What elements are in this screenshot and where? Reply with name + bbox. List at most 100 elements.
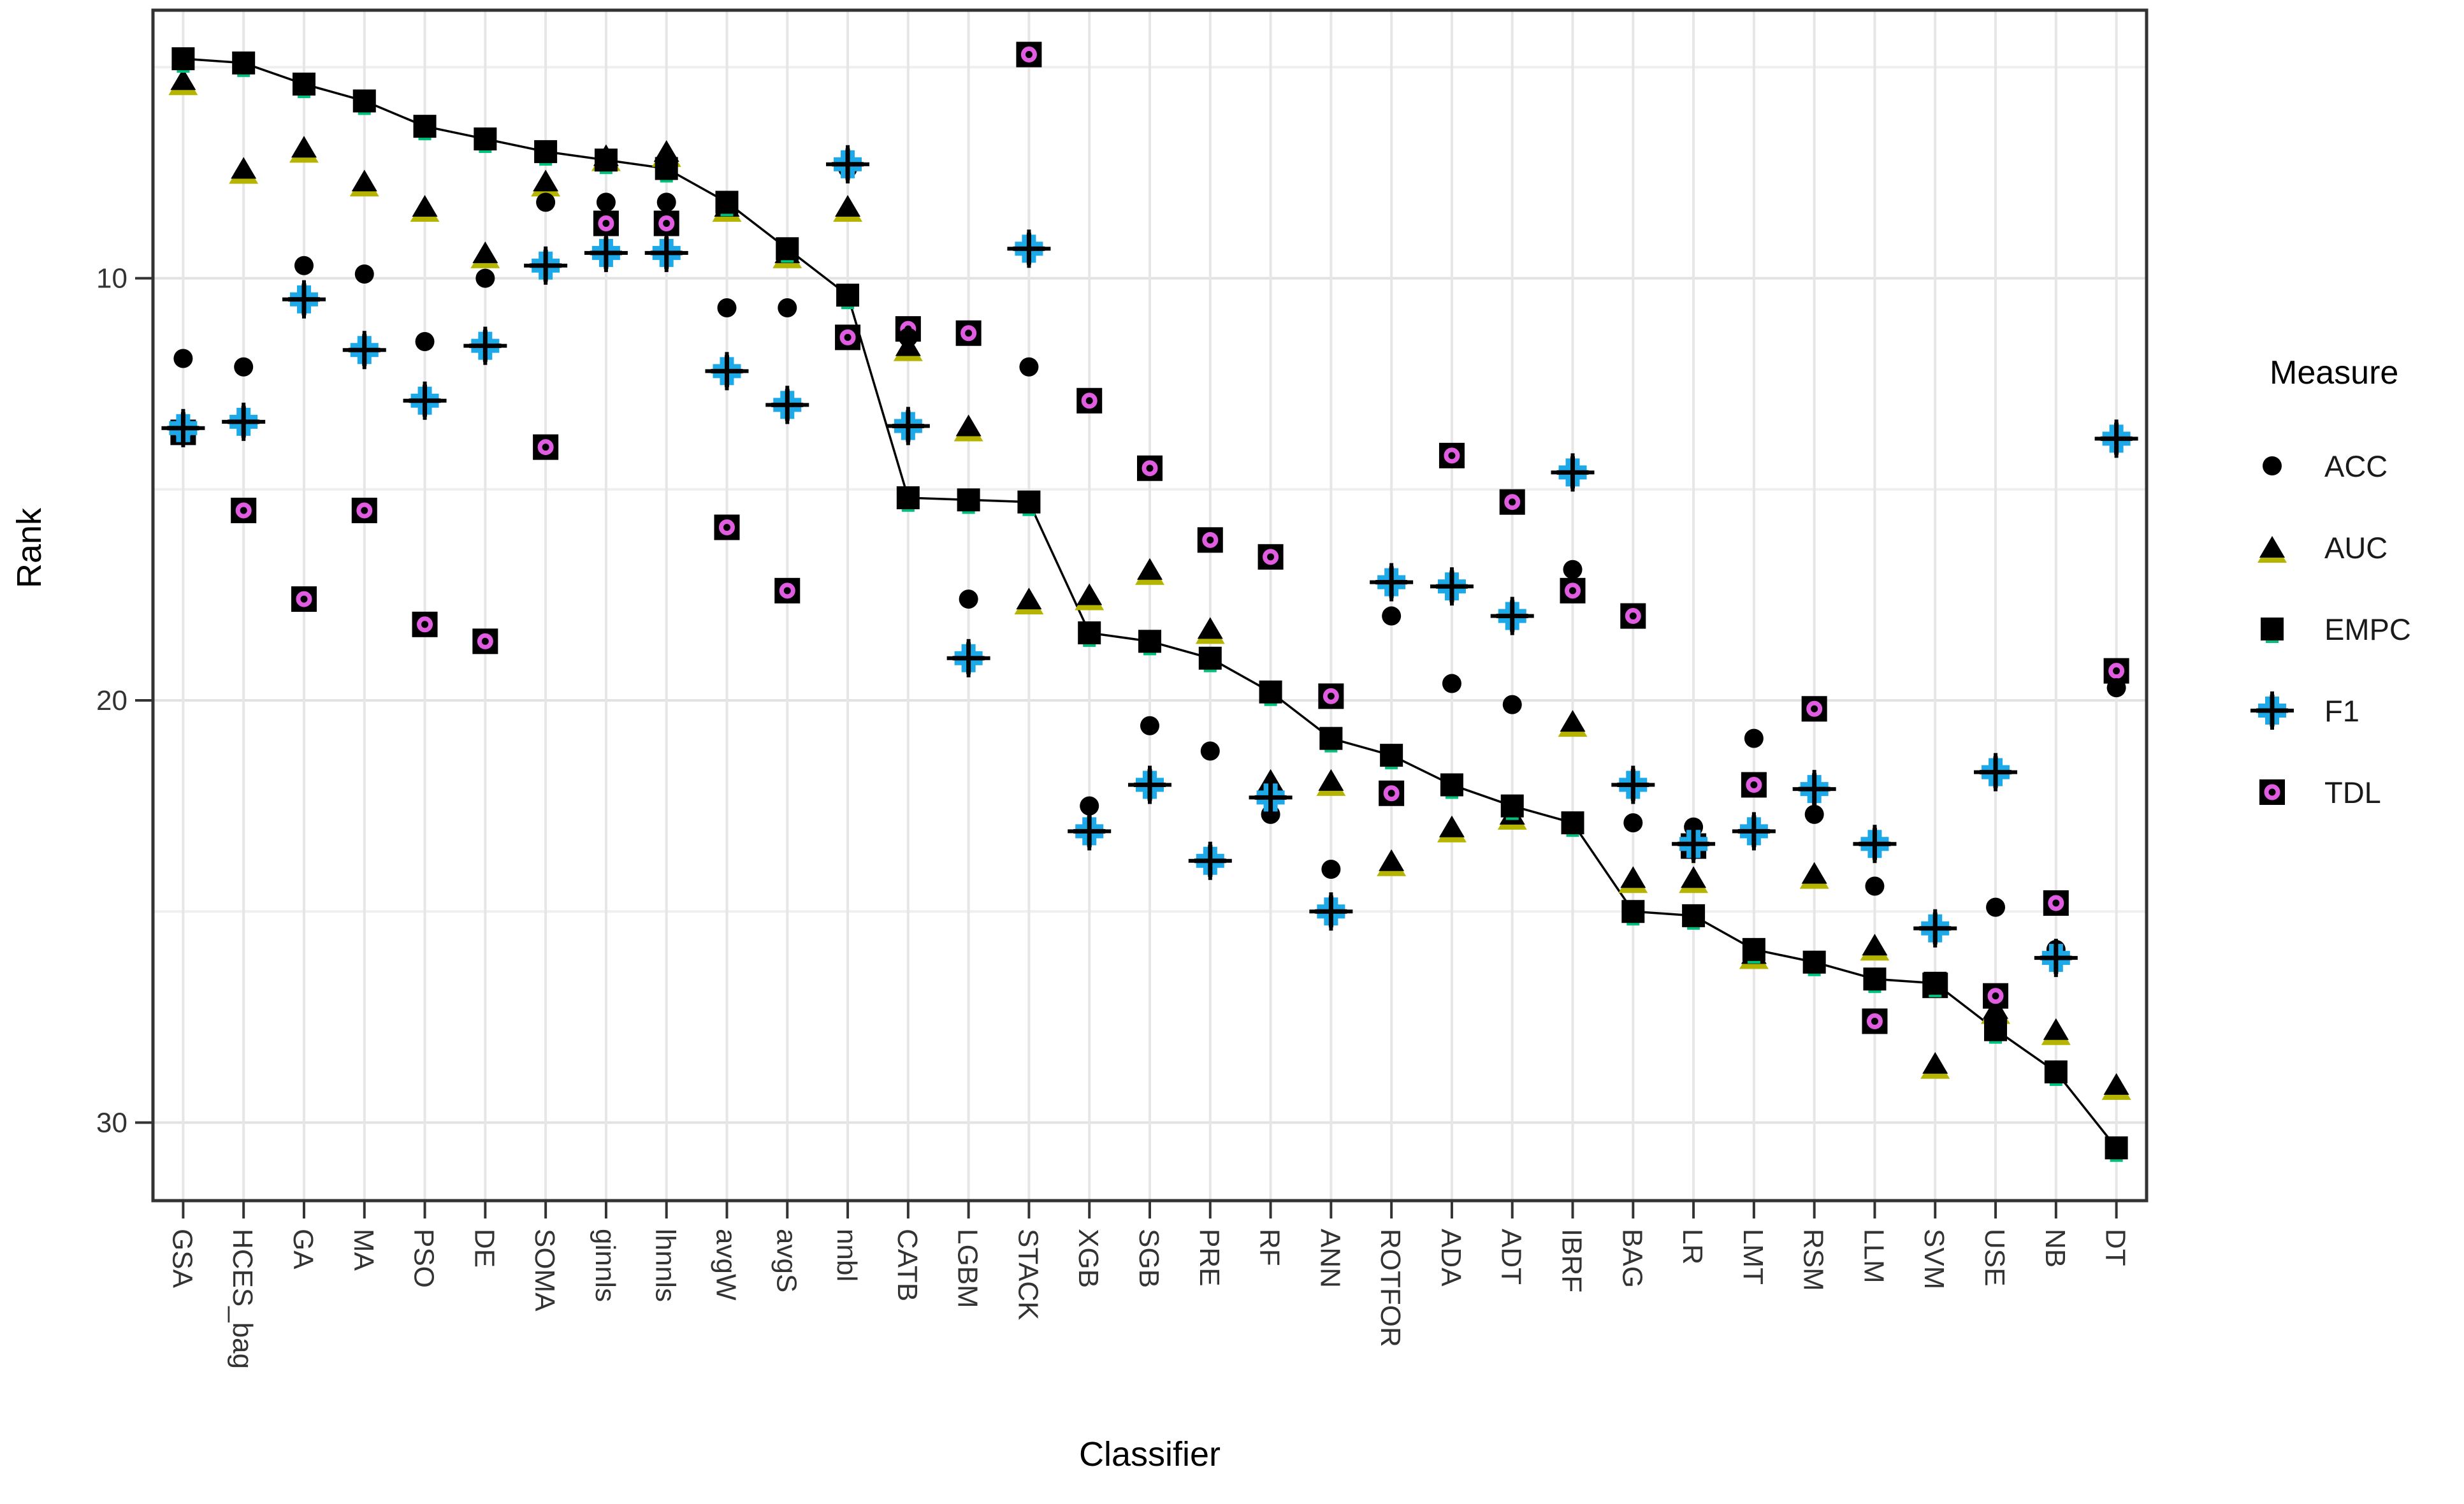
data-point-EMPC-XGB: [1078, 621, 1101, 647]
data-point-ACC-SGB: [1140, 716, 1159, 735]
empc-marker-icon: [2261, 618, 2284, 643]
data-point-F1-LMT: [1732, 812, 1776, 851]
data-point-EMPC-CATB: [896, 486, 920, 512]
data-point-F1-SVM: [1913, 909, 1957, 948]
data-point-EMPC-DE: [474, 127, 497, 154]
data-point-TDL-avgW: [714, 514, 740, 540]
data-point-AUC-DT: [2101, 1073, 2131, 1100]
y-axis-title: Rank: [10, 507, 48, 588]
legend-item-EMPC: EMPC: [2234, 588, 2463, 670]
data-point-F1-GA: [282, 280, 326, 319]
data-point-TDL-NB: [2043, 890, 2069, 916]
data-point-F1-IBRF: [1551, 453, 1595, 492]
data-point-EMPC-MA: [352, 89, 376, 115]
data-point-F1-NB: [2034, 939, 2078, 978]
x-tick-label: GA: [287, 1229, 319, 1269]
x-tick-label: lhnnls: [650, 1229, 681, 1302]
data-point-TDL-LGBM: [955, 320, 982, 346]
data-point-TDL-nnbl: [835, 324, 861, 351]
data-point-TDL-ADA: [1439, 442, 1465, 468]
data-point-ACC-XGB: [1080, 796, 1099, 816]
legend-title: Measure: [2270, 354, 2399, 391]
data-point-AUC-ADA: [1437, 815, 1467, 842]
data-point-TDL-SGB: [1137, 455, 1163, 481]
data-point-EMPC-LLM: [1863, 967, 1887, 994]
data-point-EMPC-LGBM: [957, 488, 980, 514]
y-tick-label: 30: [96, 1107, 127, 1138]
data-point-ACC-LMT: [1744, 728, 1764, 748]
data-point-F1-LLM: [1853, 825, 1897, 864]
x-tick-label: DT: [2100, 1229, 2131, 1266]
data-point-TDL-SOMA: [533, 434, 559, 460]
data-point-ACC-HCES_bag: [234, 357, 254, 377]
data-point-ACC-avgW: [717, 298, 737, 317]
legend-label-AUC: AUC: [2324, 530, 2388, 565]
data-point-TDL-PRE: [1197, 527, 1223, 553]
data-point-F1-RF: [1249, 778, 1293, 817]
data-point-EMPC-ginnls: [594, 148, 618, 175]
x-tick-label: XGB: [1073, 1229, 1104, 1288]
data-point-F1-PRE: [1188, 841, 1232, 880]
data-point-TDL-USE: [1983, 983, 2009, 1009]
data-point-F1-MA: [342, 331, 386, 370]
legend-item-ACC: ACC: [2234, 425, 2463, 507]
data-point-F1-ADT: [1490, 597, 1534, 635]
data-point-F1-avgS: [765, 386, 809, 424]
panel-border: [151, 8, 2149, 1203]
data-point-EMPC-ADA: [1440, 773, 1463, 799]
data-point-ACC-CATB: [898, 328, 918, 347]
x-tick-label: GSA: [166, 1229, 198, 1289]
data-point-F1-RSM: [1792, 770, 1836, 809]
data-point-EMPC-LR: [1682, 904, 1706, 930]
data-point-AUC-LLM: [1860, 934, 1890, 961]
legend-items: ACC AUC EMPC F1 TDL: [2234, 425, 2463, 833]
data-point-F1-DE: [463, 326, 507, 365]
data-point-AUC-RSM: [1799, 862, 1829, 889]
x-tick-label: LLM: [1858, 1229, 1889, 1283]
x-tick-label: ADA: [1435, 1229, 1467, 1287]
data-point-EMPC-RSM: [1802, 950, 1826, 976]
data-point-ACC-DT: [2106, 678, 2126, 698]
data-point-ACC-GA: [294, 256, 314, 275]
data-point-ACC-LLM: [1865, 876, 1885, 896]
x-tick-label: BAG: [1616, 1229, 1648, 1288]
x-tick-label: avgS: [771, 1229, 802, 1292]
data-point-ACC-ROTFOR: [1382, 606, 1402, 626]
x-tick-label: IBRF: [1556, 1229, 1588, 1292]
x-tick-label: PSO: [409, 1229, 440, 1288]
legend-key-ACC: [2263, 456, 2282, 475]
y-tick-label: 10: [96, 263, 127, 294]
legend-label-ACC: ACC: [2324, 449, 2388, 483]
x-axis-title: Classifier: [1079, 1435, 1221, 1473]
x-tick-label: HCES_bag: [227, 1229, 258, 1369]
legend-key-AUC: [2257, 536, 2287, 563]
x-tick-label: MA: [348, 1229, 379, 1271]
data-point-TDL-PSO: [412, 611, 438, 637]
x-tick-label: USE: [1979, 1229, 2010, 1286]
x-tick-label: CATB: [892, 1229, 923, 1301]
data-point-F1-CATB: [886, 407, 930, 445]
data-point-AUC-NB: [2041, 1018, 2071, 1045]
data-point-F1-GSA: [161, 409, 205, 447]
data-point-AUC-LGBM: [953, 414, 983, 442]
acc-marker-icon: [2263, 456, 2282, 475]
legend-item-AUC: AUC: [2234, 507, 2463, 588]
data-point-EMPC-SOMA: [534, 140, 558, 166]
data-point-AUC-BAG: [1618, 866, 1648, 893]
data-point-F1-ROTFOR: [1370, 563, 1414, 602]
data-point-TDL-ADT: [1499, 489, 1525, 515]
x-tick-label: SVM: [1918, 1229, 1950, 1289]
data-point-EMPC-GSA: [171, 47, 195, 73]
data-point-ACC-SOMA: [536, 192, 556, 212]
data-point-TDL-avgS: [774, 577, 801, 604]
legend-key-TDL: [2259, 779, 2285, 805]
data-point-F1-SOMA: [524, 246, 568, 285]
data-point-F1-ANN: [1309, 892, 1353, 931]
x-tick-label: LGBM: [952, 1229, 983, 1308]
data-point-AUC-STACK: [1014, 588, 1044, 615]
data-point-TDL-RF: [1257, 544, 1284, 570]
x-tick-label: nnbl: [831, 1229, 862, 1282]
data-point-F1-ginnls: [584, 233, 628, 272]
data-point-TDL-IBRF: [1560, 577, 1586, 604]
data-point-TDL-ginnls: [593, 210, 619, 236]
